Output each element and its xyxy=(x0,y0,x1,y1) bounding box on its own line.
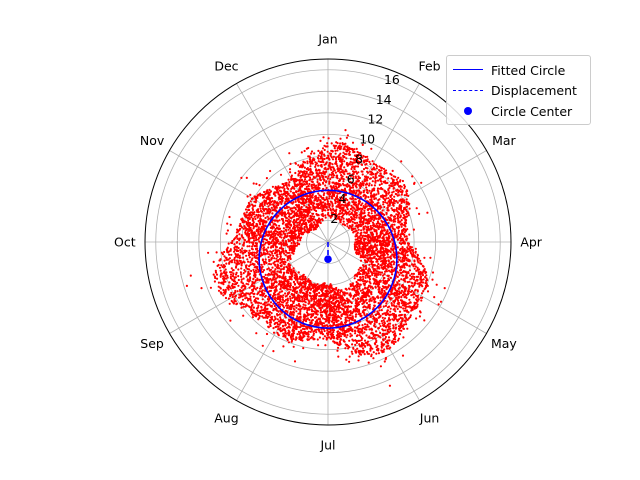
legend-label: Circle Center xyxy=(491,103,573,119)
theta-tick-label: Feb xyxy=(418,59,440,74)
angular-gridline xyxy=(327,241,487,334)
theta-tick-label: Sep xyxy=(140,336,164,351)
fitted-circle xyxy=(258,189,398,329)
legend-entry-displacement: Displacement xyxy=(453,81,584,102)
r-tick-label: 12 xyxy=(367,112,383,127)
legend-swatch-dashed xyxy=(453,86,483,96)
legend-label: Fitted Circle xyxy=(491,62,566,78)
r-tick-label: 16 xyxy=(384,72,400,87)
data-scatter xyxy=(185,129,446,387)
r-tick-label: 4 xyxy=(339,191,347,206)
legend-entry-circle-center: Circle Center xyxy=(453,101,584,122)
r-tick-label: 6 xyxy=(347,171,355,186)
theta-tick-label: Apr xyxy=(520,235,542,250)
circle-center-marker xyxy=(324,255,332,264)
theta-tick-label: Dec xyxy=(214,59,238,74)
legend-entry-fitted-circle: Fitted Circle xyxy=(453,60,584,81)
r-tick-label: 2 xyxy=(330,211,338,226)
scatter-points xyxy=(185,129,446,387)
theta-tick-label: Jan xyxy=(317,31,337,46)
legend-label: Displacement xyxy=(491,83,577,99)
fit-layer xyxy=(258,189,398,329)
theta-tick-label: Mar xyxy=(492,133,516,148)
r-tick-label: 14 xyxy=(376,92,392,107)
angular-gridline xyxy=(236,83,329,243)
polar-frame xyxy=(144,58,512,426)
theta-tick-label: Oct xyxy=(114,235,136,250)
legend: Fitted Circle Displacement Circle Center xyxy=(446,55,591,125)
theta-tick-label: Jul xyxy=(319,438,335,453)
angular-gridline xyxy=(327,241,420,401)
r-tick-label: 10 xyxy=(359,132,375,147)
theta-tick-label: May xyxy=(491,336,517,351)
theta-tick-label: Jun xyxy=(419,410,440,425)
legend-swatch-solid xyxy=(453,65,483,75)
theta-tick-label: Aug xyxy=(214,410,238,425)
legend-swatch-marker xyxy=(453,106,483,116)
axis-labels: Jan Feb Mar Apr May Jun Jul Aug Sep Oct Nov Dec 2468… xyxy=(114,31,543,452)
r-tick-label: 8 xyxy=(355,151,363,166)
theta-tick-label: Nov xyxy=(140,133,165,148)
